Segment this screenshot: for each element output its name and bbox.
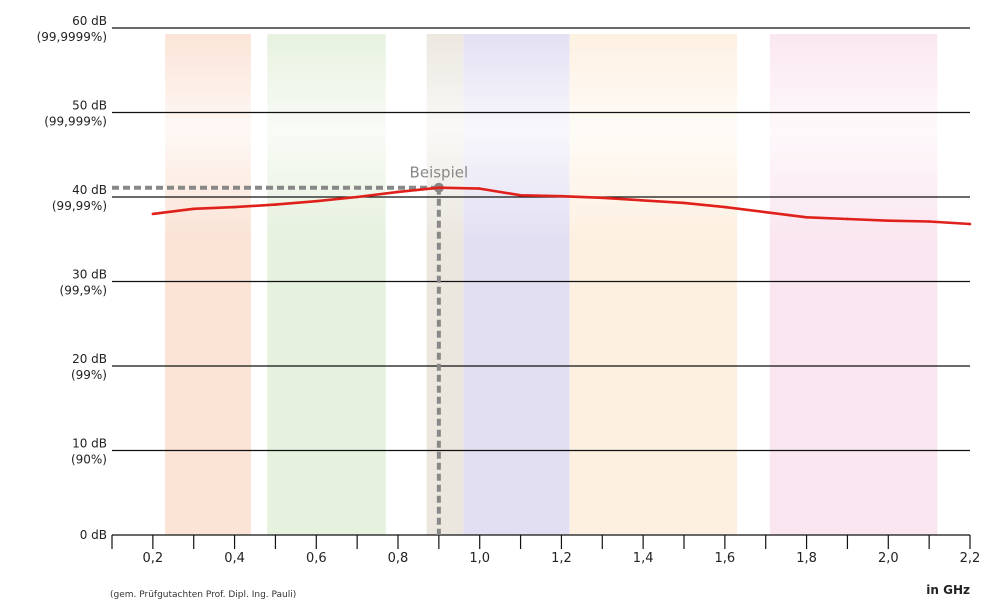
data-point-1-6 — [396, 190, 400, 194]
x-tick-label-1.4: 1,4 — [633, 551, 654, 566]
data-point-1-11 — [600, 196, 604, 200]
data-point-1-14 — [723, 205, 727, 209]
data-point-1-10 — [560, 194, 563, 198]
y-tick-label-30: 30 dB — [72, 268, 107, 282]
x-tick-label-2.2: 2,2 — [960, 551, 981, 566]
example-annotation: Beispiel — [112, 164, 468, 535]
data-point-1-9 — [519, 194, 522, 197]
data-point-1-13 — [682, 201, 686, 205]
data-point-1-2 — [233, 205, 236, 209]
y-tick-label-50: 50 dB — [72, 99, 107, 113]
data-point-1-7 — [437, 186, 441, 190]
data-point-1-16 — [805, 215, 808, 219]
data-point-1-8 — [478, 187, 482, 190]
x-tick-label-2: 2,0 — [878, 551, 899, 566]
annotation-label: Beispiel — [410, 164, 469, 182]
y-tick-label-60: 60 dB — [72, 14, 107, 28]
y-tick-label-40: 40 dB — [72, 183, 107, 197]
data-point-1-5 — [355, 195, 359, 199]
y-tick-sublabel-10: (90%) — [71, 453, 107, 467]
data-point-1-15 — [764, 210, 768, 214]
grid-lines — [112, 27, 970, 536]
y-tick-label-0: 0 dB — [80, 528, 107, 542]
x-axis-unit-label: in GHz — [926, 583, 970, 597]
data-point-1-19 — [927, 220, 931, 223]
y-tick-sublabel-20: (99%) — [71, 368, 107, 382]
y-tick-sublabel-40: (99,99%) — [52, 199, 107, 213]
y-tick-sublabel-50: (99,999%) — [44, 115, 107, 129]
data-point-1-12 — [641, 199, 645, 202]
x-axis: 0,2 0,4 0,6 0,8 1,0 1,2 1,4 1,6 1,8 2,0 2,2 — [111, 535, 981, 566]
data-point-1-17 — [846, 217, 849, 221]
x-tick-label-1.8: 1,8 — [796, 551, 817, 566]
y-tick-labels: 0 dB 10 dB (90%) 20 dB (99%) 30 dB (99,9%) 40 d… — [37, 14, 107, 542]
data-point-1-0 — [151, 212, 155, 216]
x-tick-label-0.8: 0,8 — [388, 551, 409, 566]
x-tick-label-1.2: 1,2 — [551, 551, 572, 566]
data-point-1-3 — [274, 203, 277, 206]
data-point-1-18 — [886, 219, 890, 222]
x-tick-label-0.6: 0,6 — [306, 551, 327, 566]
data-point-1-1 — [192, 207, 196, 211]
y-tick-sublabel-30: (99,9%) — [60, 284, 107, 298]
y-tick-sublabel-60: (99,9999%) — [37, 30, 107, 44]
y-tick-label-10: 10 dB — [72, 437, 107, 451]
x-tick-label-0.4: 0,4 — [224, 551, 245, 566]
y-tick-label-20: 20 dB — [72, 352, 107, 366]
data-point-1-20 — [968, 222, 972, 226]
source-note: (gem. Prüfgutachten Prof. Dipl. Ing. Pau… — [110, 590, 297, 600]
x-tick-label-0.2: 0,2 — [143, 551, 164, 566]
data-point-1-4 — [314, 199, 318, 203]
series-layer — [151, 186, 972, 226]
x-tick-label-1: 1,0 — [469, 551, 490, 566]
x-tick-label-1.6: 1,6 — [715, 551, 736, 566]
